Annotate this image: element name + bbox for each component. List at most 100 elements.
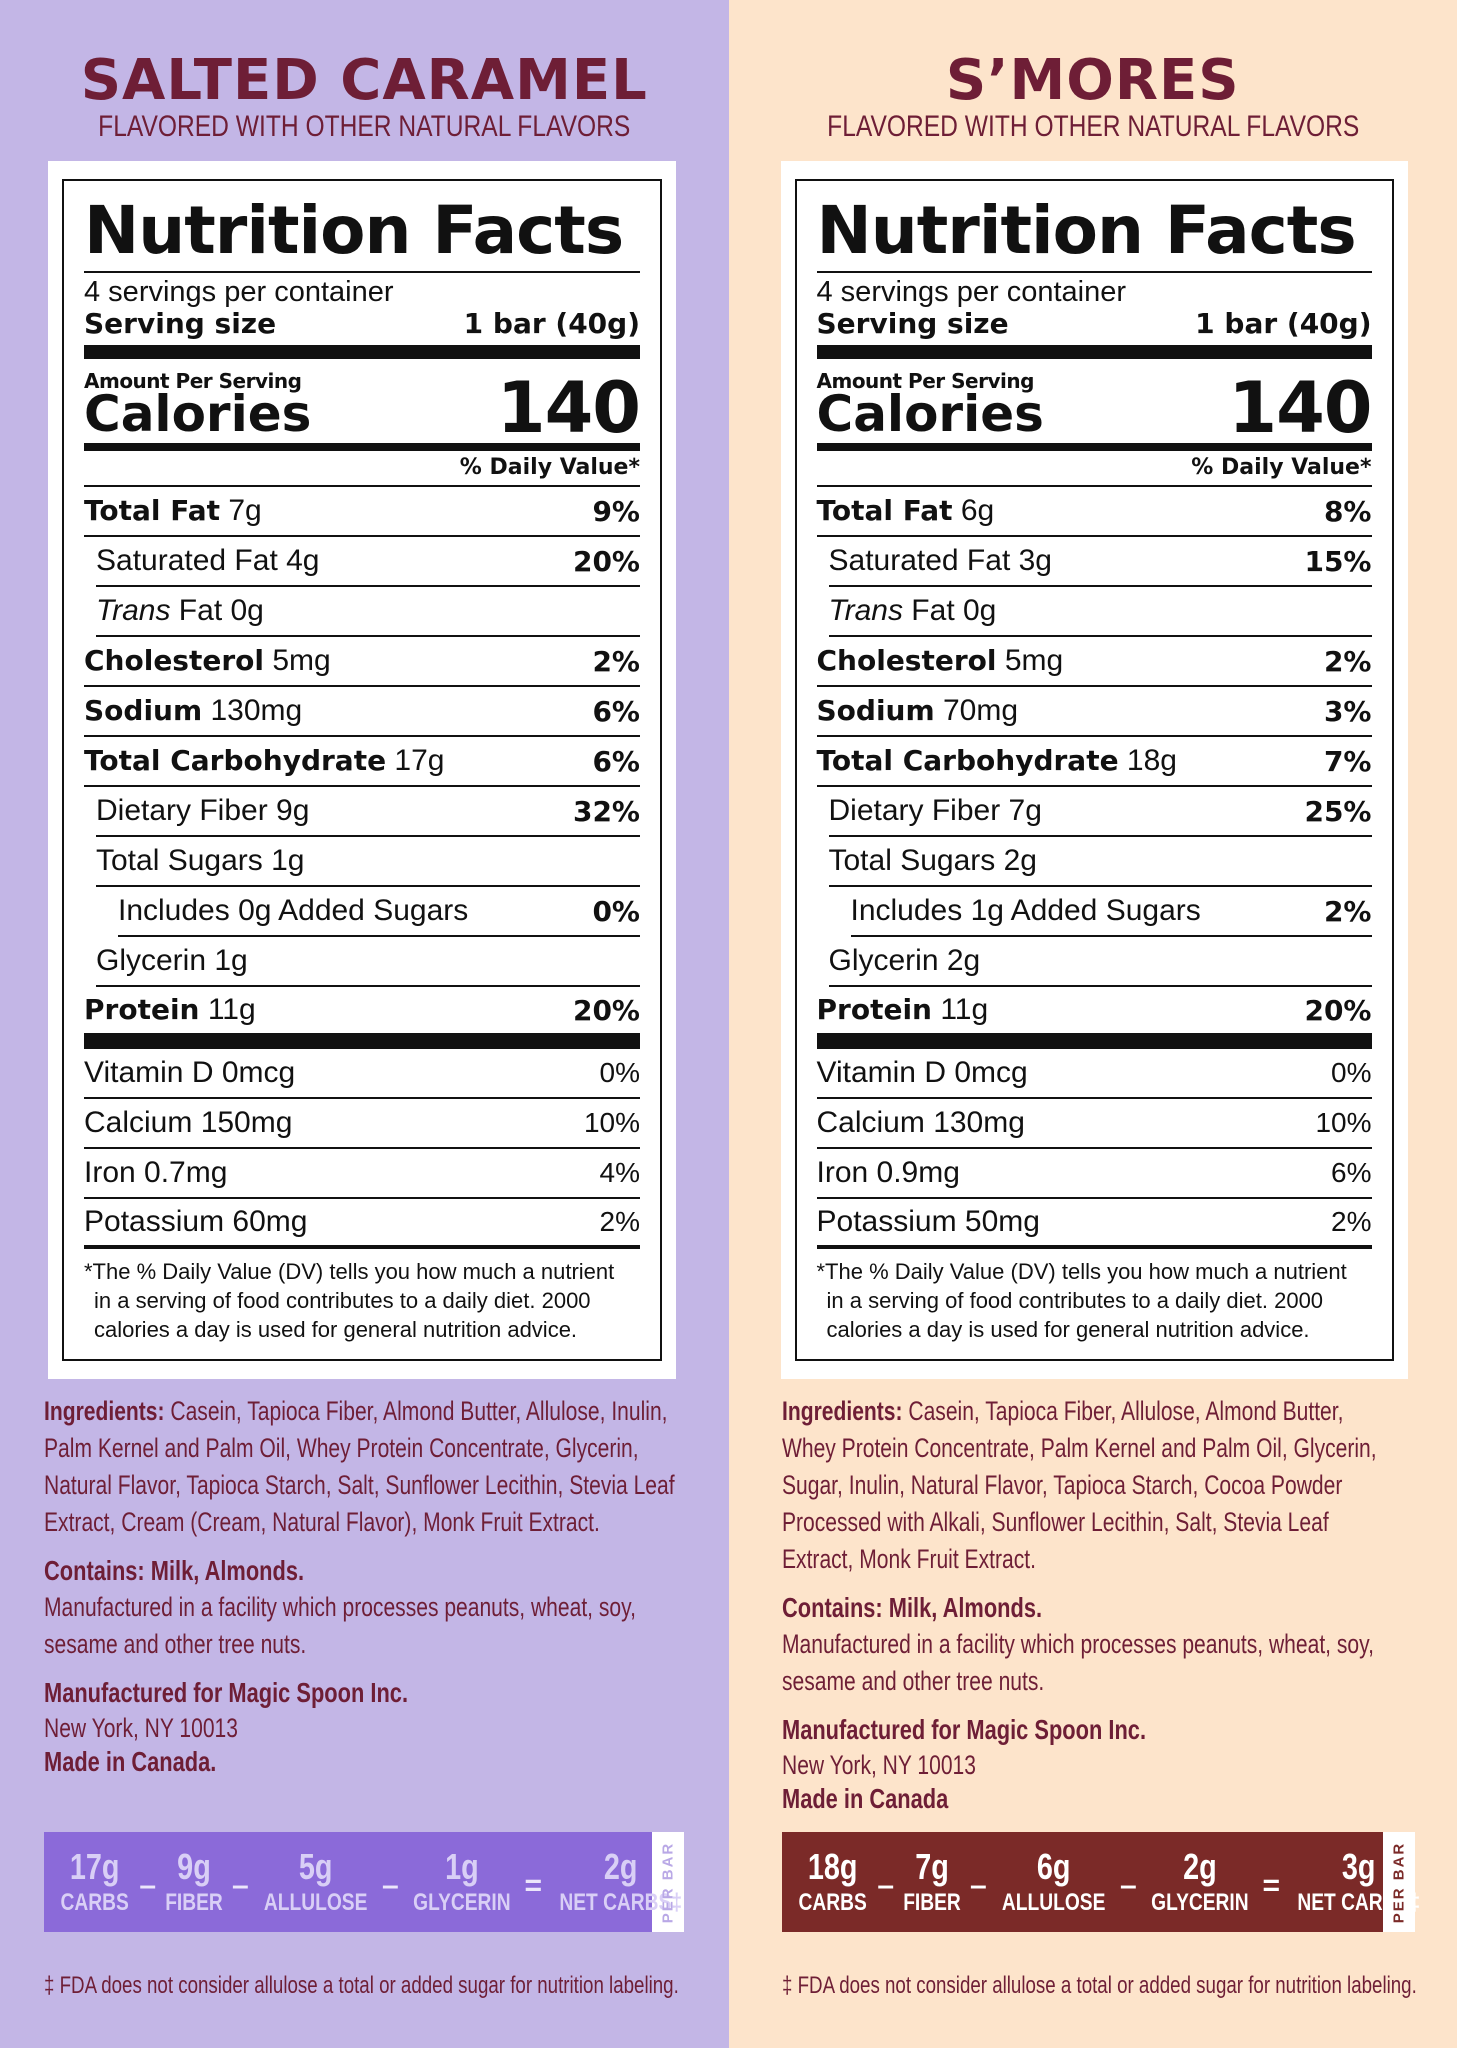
- ingredients-block: Ingredients: Casein, Tapioca Fiber, Allu…: [782, 1393, 1402, 1818]
- allergen-contains: Contains: Milk, Almonds.: [44, 1555, 305, 1586]
- servings-per-container: 4 servings per container: [816, 276, 1127, 308]
- flavor-title: S’MORES: [945, 48, 1240, 113]
- net-carbs-item: 2g NET CARBS‡: [544, 1849, 697, 1915]
- nutrient-name: Includes 1g Added Sugars: [850, 894, 1201, 927]
- allergen-contains: Contains: Milk, Almonds.: [782, 1592, 1043, 1623]
- nutrient-name: Fat 0g: [170, 594, 264, 627]
- nutrient-name: Dietary Fiber 9g: [96, 794, 310, 827]
- servings-per-container: 4 servings per container: [84, 276, 394, 308]
- flavor-subtitle: FLAVORED WITH OTHER NATURAL FLAVORS: [826, 110, 1359, 143]
- nutrient-name-italic: Trans: [828, 594, 903, 627]
- ingredients-block: Ingredients: Casein, Tapioca Fiber, Almo…: [44, 1393, 684, 1781]
- nutrient-row-dietary-fiber: Dietary Fiber 9g 32%: [96, 787, 640, 837]
- ingredients-text: Casein, Tapioca Fiber, Almond Butter, Al…: [44, 1396, 675, 1537]
- carbs-label: CARBS: [60, 1889, 129, 1916]
- calories-label: Calories: [84, 385, 312, 443]
- nutrient-dv: 6%: [592, 744, 640, 778]
- vitamin-name: Iron 0.7mg: [84, 1156, 228, 1189]
- vitamin-name: Potassium 60mg: [84, 1205, 308, 1238]
- serving-size-row: Serving size 1 bar (40g): [84, 307, 640, 359]
- nutrient-row-trans-fat: Trans Fat 0g: [828, 587, 1372, 637]
- carbs-item: 17g CARBS: [52, 1849, 137, 1915]
- country-of-origin: Made in Canada.: [44, 1746, 217, 1777]
- nutrient-dv: 2%: [1323, 644, 1372, 678]
- fiber-item: 9g FIBER: [158, 1849, 230, 1915]
- net-carbs-bar: 17g CARBS – 9g FIBER – 5g ALLULOSE – 1g GLYC…: [44, 1832, 684, 1932]
- flavor-subtitle: FLAVORED WITH OTHER NATURAL FLAVORS: [98, 110, 631, 143]
- fiber-item: 7g FIBER: [896, 1849, 968, 1915]
- nutrient-name: Total Fat: [84, 494, 221, 527]
- nutrient-name: Total Carbohydrate: [816, 744, 1119, 777]
- footnote-line: in a serving of food contributes to a da…: [94, 1288, 591, 1313]
- nutrient-dv: 25%: [1304, 794, 1372, 828]
- vitamin-name: Calcium 150mg: [84, 1106, 293, 1139]
- nutrient-name: Glycerin 1g: [96, 944, 248, 977]
- footnote-line: *The % Daily Value (DV) tells you how mu…: [84, 1259, 615, 1284]
- nutrient-dv: 7%: [1323, 744, 1372, 778]
- net-carbs-bar: 18g CARBS – 7g FIBER – 6g ALLULOSE – 2g GLYC…: [782, 1832, 1420, 1932]
- ingredients-label: Ingredients:: [44, 1396, 165, 1426]
- footnote-line: calories a day is used for general nutri…: [826, 1317, 1310, 1342]
- nutrient-dv: 6%: [592, 694, 640, 728]
- nutrient-row-sodium: Sodium 130mg 6%: [84, 687, 640, 737]
- fda-note: ‡ FDA does not consider allulose a total…: [44, 1972, 858, 2000]
- nutrient-amount: 7g: [220, 494, 262, 527]
- nutrient-dv: 20%: [1304, 993, 1372, 1027]
- nutrient-row-total-sugars: Total Sugars 1g: [96, 837, 640, 887]
- vitamin-name: Calcium 130mg: [816, 1106, 1025, 1139]
- nutrient-name: Sodium: [816, 694, 935, 727]
- vitamin-name: Vitamin D 0mcg: [816, 1056, 1028, 1089]
- nutrient-row-cholesterol: Cholesterol 5mg 2%: [816, 637, 1372, 687]
- nutrition-label-card: Nutrition Facts 4 servings per container…: [780, 161, 1408, 1379]
- carbs-value: 17g: [69, 1846, 120, 1887]
- nutrient-amount: 70mg: [934, 694, 1019, 727]
- nutrient-name: Cholesterol: [84, 644, 264, 677]
- vitamin-name: Potassium 50mg: [816, 1205, 1040, 1238]
- carbs-value: 18g: [807, 1846, 858, 1887]
- ingredients-label: Ingredients:: [782, 1396, 903, 1426]
- equals-sign: =: [1262, 1869, 1281, 1902]
- allulose-label: ALLULOSE: [1001, 1889, 1106, 1916]
- vitamin-dv: 0%: [599, 1057, 640, 1088]
- nutrient-name: Total Carbohydrate: [84, 744, 387, 777]
- nutrient-row-dietary-fiber: Dietary Fiber 7g 25%: [828, 787, 1372, 837]
- calories-row: Calories 140: [816, 373, 1373, 451]
- manufactured-for: Manufactured for Magic Spoon Inc.: [782, 1714, 1147, 1745]
- manufacturer-address: New York, NY 10013: [44, 1713, 238, 1743]
- net-carbs-value: 3g: [1341, 1846, 1376, 1887]
- nutrient-name-italic: Trans: [96, 594, 171, 627]
- nutrient-dv: 20%: [572, 993, 640, 1027]
- nutrient-row-glycerin: Glycerin 2g: [828, 937, 1372, 987]
- ingredients-paragraph: Ingredients: Casein, Tapioca Fiber, Allu…: [782, 1393, 1401, 1578]
- nutrient-name: Sodium: [84, 694, 203, 727]
- calories-label: Calories: [816, 385, 1044, 443]
- nutrient-name: Total Sugars 2g: [828, 844, 1037, 877]
- net-carbs-item: 3g NET CARBS‡: [1282, 1849, 1435, 1915]
- nutrient-dv: 2%: [592, 644, 640, 678]
- footnote-line: *The % Daily Value (DV) tells you how mu…: [816, 1259, 1347, 1284]
- fda-note-text: ‡ FDA does not consider allulose a total…: [44, 1972, 679, 1999]
- nutrient-amount: 17g: [386, 744, 445, 777]
- nutrient-amount: 5mg: [996, 644, 1064, 677]
- nutrient-name: Fat 0g: [902, 594, 997, 627]
- ingredients-paragraph: Ingredients: Casein, Tapioca Fiber, Almo…: [44, 1393, 683, 1541]
- nutrient-row-cholesterol: Cholesterol 5mg 2%: [84, 637, 640, 687]
- nutrition-facts-title: Nutrition Facts: [816, 191, 1372, 273]
- vitamin-row-calcium: Calcium 150mg 10%: [84, 1099, 640, 1149]
- vitamin-row-potassium: Potassium 60mg 2%: [84, 1199, 640, 1249]
- net-carbs-equation: 17g CARBS – 9g FIBER – 5g ALLULOSE – 1g GLYC…: [44, 1832, 682, 1932]
- vitamin-dv: 10%: [583, 1107, 640, 1138]
- glycerin-value: 2g: [1182, 1846, 1217, 1887]
- glycerin-value: 1g: [444, 1846, 479, 1887]
- nutrient-name: Includes 0g Added Sugars: [118, 894, 469, 927]
- carbs-label: CARBS: [798, 1889, 867, 1916]
- per-bar-label: PER BAR: [659, 1841, 677, 1923]
- minus-sign: –: [1120, 1869, 1137, 1902]
- nutrient-name: Protein: [816, 993, 932, 1026]
- vitamin-row-calcium: Calcium 130mg 10%: [816, 1099, 1372, 1149]
- footnote-line: calories a day is used for general nutri…: [94, 1317, 578, 1342]
- daily-value-footnote: *The % Daily Value (DV) tells you how mu…: [84, 1249, 640, 1344]
- net-carbs-label: NET CARBS‡: [1297, 1889, 1421, 1916]
- nutrient-row-sodium: Sodium 70mg 3%: [816, 687, 1372, 737]
- nutrient-row-total-sugars: Total Sugars 2g: [828, 837, 1372, 887]
